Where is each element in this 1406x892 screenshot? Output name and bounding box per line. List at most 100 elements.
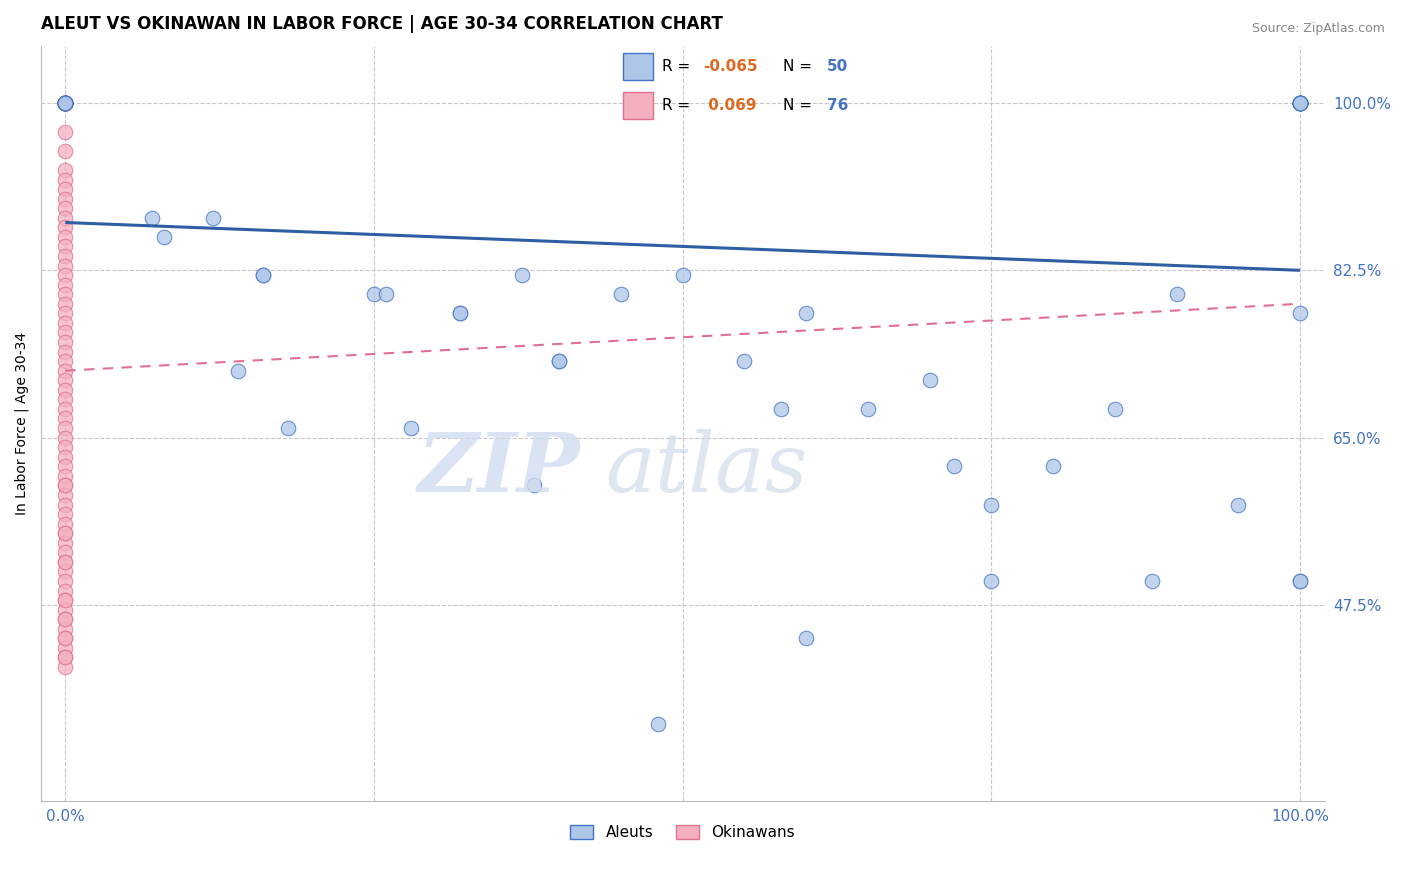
Point: [141, 211, 163, 225]
Point: [53, 95, 76, 110]
Point: [53, 268, 76, 282]
Point: [1227, 498, 1250, 512]
Point: [53, 211, 76, 225]
Point: [53, 593, 76, 607]
Point: [53, 411, 76, 425]
Text: N =: N =: [783, 98, 817, 113]
Point: [672, 268, 695, 282]
Point: [53, 383, 76, 397]
Point: [53, 488, 76, 502]
Point: [53, 95, 76, 110]
Point: [53, 249, 76, 263]
Point: [1289, 306, 1312, 320]
Text: ALEUT VS OKINAWAN IN LABOR FORCE | AGE 30-34 CORRELATION CHART: ALEUT VS OKINAWAN IN LABOR FORCE | AGE 3…: [41, 15, 723, 33]
Point: [53, 660, 76, 674]
Point: [252, 268, 274, 282]
Point: [53, 125, 76, 139]
Point: [1289, 95, 1312, 110]
Point: [53, 95, 76, 110]
Point: [53, 95, 76, 110]
Point: [53, 95, 76, 110]
Point: [53, 401, 76, 416]
Point: [53, 95, 76, 110]
Point: [53, 172, 76, 186]
Point: [399, 421, 422, 435]
Point: [770, 401, 793, 416]
Legend: Aleuts, Okinawans: Aleuts, Okinawans: [564, 819, 801, 847]
Point: [1289, 95, 1312, 110]
Point: [794, 632, 817, 646]
Point: [53, 364, 76, 378]
Text: R =: R =: [662, 59, 695, 74]
Point: [53, 526, 76, 541]
Point: [53, 632, 76, 646]
Point: [53, 640, 76, 655]
Point: [53, 650, 76, 665]
Text: -0.065: -0.065: [703, 59, 758, 74]
Text: N =: N =: [783, 59, 817, 74]
Point: [53, 583, 76, 598]
Text: Source: ZipAtlas.com: Source: ZipAtlas.com: [1251, 22, 1385, 36]
Point: [53, 297, 76, 311]
Point: [53, 277, 76, 292]
Point: [53, 565, 76, 579]
Point: [53, 421, 76, 435]
Point: [53, 95, 76, 110]
Point: [856, 401, 879, 416]
FancyBboxPatch shape: [623, 92, 652, 120]
Point: [53, 431, 76, 445]
Point: [548, 354, 571, 368]
Point: [980, 574, 1002, 588]
Point: [53, 316, 76, 330]
Point: [53, 507, 76, 521]
Text: R =: R =: [662, 98, 695, 113]
Point: [53, 220, 76, 235]
Point: [53, 95, 76, 110]
Point: [647, 717, 669, 731]
Point: [510, 268, 533, 282]
Text: ZIP: ZIP: [418, 428, 579, 508]
Point: [53, 95, 76, 110]
Point: [202, 211, 225, 225]
Point: [53, 239, 76, 253]
Y-axis label: In Labor Force | Age 30-34: In Labor Force | Age 30-34: [15, 332, 30, 515]
Point: [1140, 574, 1163, 588]
Text: atlas: atlas: [606, 428, 808, 508]
Point: [610, 287, 633, 301]
Point: [53, 201, 76, 215]
Point: [53, 95, 76, 110]
Point: [53, 498, 76, 512]
Point: [53, 450, 76, 464]
Point: [53, 95, 76, 110]
Point: [53, 334, 76, 349]
Text: 76: 76: [827, 98, 849, 113]
Point: [53, 478, 76, 492]
Point: [1289, 95, 1312, 110]
Point: [53, 555, 76, 569]
Point: [1289, 574, 1312, 588]
Point: [53, 545, 76, 559]
Point: [449, 306, 471, 320]
Point: [53, 459, 76, 474]
Point: [53, 259, 76, 273]
Text: 50: 50: [827, 59, 848, 74]
Point: [53, 373, 76, 387]
Text: 0.069: 0.069: [703, 98, 756, 113]
Point: [53, 392, 76, 407]
Point: [53, 574, 76, 588]
Point: [53, 95, 76, 110]
Point: [1289, 95, 1312, 110]
Point: [53, 95, 76, 110]
Point: [277, 421, 299, 435]
Point: [53, 354, 76, 368]
Point: [523, 478, 546, 492]
Point: [53, 95, 76, 110]
Point: [1289, 95, 1312, 110]
Point: [53, 535, 76, 549]
Point: [548, 354, 571, 368]
Point: [449, 306, 471, 320]
FancyBboxPatch shape: [623, 54, 652, 80]
Point: [53, 593, 76, 607]
Point: [53, 612, 76, 626]
Point: [918, 373, 941, 387]
